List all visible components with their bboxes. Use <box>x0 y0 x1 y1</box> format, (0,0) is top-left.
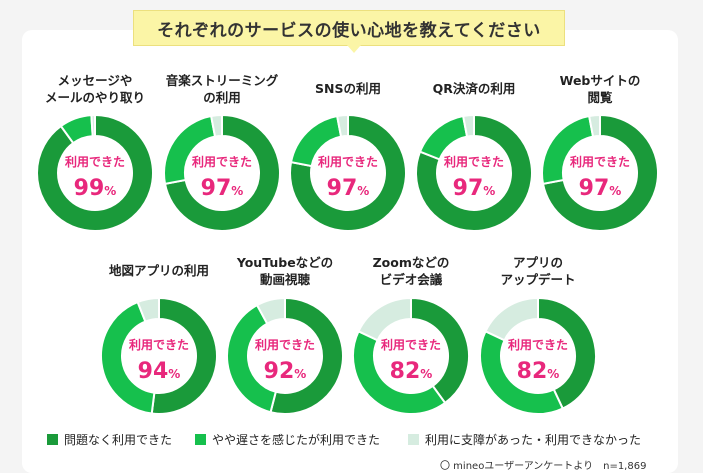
donut-slice <box>36 113 154 232</box>
value-label: 97% <box>453 176 496 201</box>
chart-title: YouTubeなどの 動画視聴 <box>236 255 334 287</box>
legend-swatch <box>195 434 206 445</box>
donut-slice <box>100 300 156 415</box>
chart-title: SNSの利用 <box>315 81 381 96</box>
donut-slice <box>484 296 539 342</box>
donut-slice <box>209 113 223 138</box>
page-title: それぞれのサービスの使い心地を教えてください <box>133 10 565 46</box>
legend-label: 問題なく利用できた <box>64 433 173 447</box>
donut-slice <box>541 113 659 232</box>
center-label: 利用できた <box>381 337 441 352</box>
source-note: 〇 mineoユーザーアンケートより n=1,869 <box>440 461 647 472</box>
donut-slice <box>163 114 217 186</box>
legend-swatch <box>408 434 419 445</box>
center-label: 利用できた <box>318 154 378 169</box>
donut-chart: 利用できた 97% <box>289 113 407 232</box>
legend-item: やや遅さを感じたが利用できた <box>195 431 380 448</box>
legend-item: 問題なく利用できた <box>47 431 172 448</box>
donut-chart: 利用できた 97% <box>541 113 659 232</box>
legend-item: 利用に支障があった・利用できなかった <box>408 431 641 448</box>
donut-slice <box>136 296 160 323</box>
chart-title: メッセージや メールのやり取り <box>44 73 146 105</box>
chart-title: Webサイトの 閲覧 <box>559 73 641 105</box>
donut-slice <box>269 296 344 415</box>
value-label: 97% <box>327 176 370 201</box>
donut-slice <box>163 113 281 232</box>
center-label: 利用できた <box>129 337 189 352</box>
value-label: 94% <box>138 359 181 384</box>
value-label: 97% <box>201 176 244 201</box>
donut-slice <box>255 296 286 325</box>
center-label: 利用できた <box>570 154 630 169</box>
value-label: 97% <box>579 176 622 201</box>
donut-chart: 利用できた 82% <box>479 296 597 415</box>
legend-swatch <box>47 434 58 445</box>
value-label: 92% <box>264 359 307 384</box>
center-label: 利用できた <box>508 337 568 352</box>
chart-title: アプリの アップデート <box>500 255 576 287</box>
donut-slice <box>479 329 565 415</box>
chart-title: 地図アプリの利用 <box>108 263 210 278</box>
chart-title: 音楽ストリーミング の利用 <box>165 73 279 105</box>
legend-label: 利用に支障があった・利用できなかった <box>425 433 642 447</box>
donut-slice <box>150 296 218 415</box>
donut-slice <box>461 113 475 138</box>
donut-slice <box>418 114 469 161</box>
donut-slice <box>415 113 533 232</box>
donut-slice <box>541 114 595 186</box>
donut-slice <box>537 296 597 410</box>
center-label: 利用できた <box>444 154 504 169</box>
value-label: 82% <box>517 359 560 384</box>
donut-slice <box>587 113 601 138</box>
donut-slice <box>352 329 447 415</box>
center-label: 利用できた <box>65 154 125 169</box>
value-label: 82% <box>390 359 433 384</box>
donut-slice <box>357 296 412 342</box>
donut-chart: 利用できた 97% <box>163 113 281 232</box>
legend-label: やや遅さを感じたが利用できた <box>212 433 381 447</box>
donut-chart: 利用できた 99% <box>36 113 154 232</box>
donut-chart: 利用できた 82% <box>352 296 470 415</box>
donut-slice <box>289 113 407 232</box>
donut-chart: 利用できた 92% <box>226 296 344 415</box>
donut-slice <box>335 113 349 138</box>
center-label: 利用できた <box>192 154 252 169</box>
chart-title: QR決済の利用 <box>432 81 516 96</box>
donut-chart: 利用できた 94% <box>100 296 218 415</box>
donut-chart: 利用できた 97% <box>415 113 533 232</box>
donut-slice <box>90 113 96 138</box>
value-label: 99% <box>74 176 117 201</box>
chart-title: Zoomなどの ビデオ会議 <box>372 255 450 287</box>
center-label: 利用できた <box>255 337 315 352</box>
title-pointer <box>347 45 361 53</box>
